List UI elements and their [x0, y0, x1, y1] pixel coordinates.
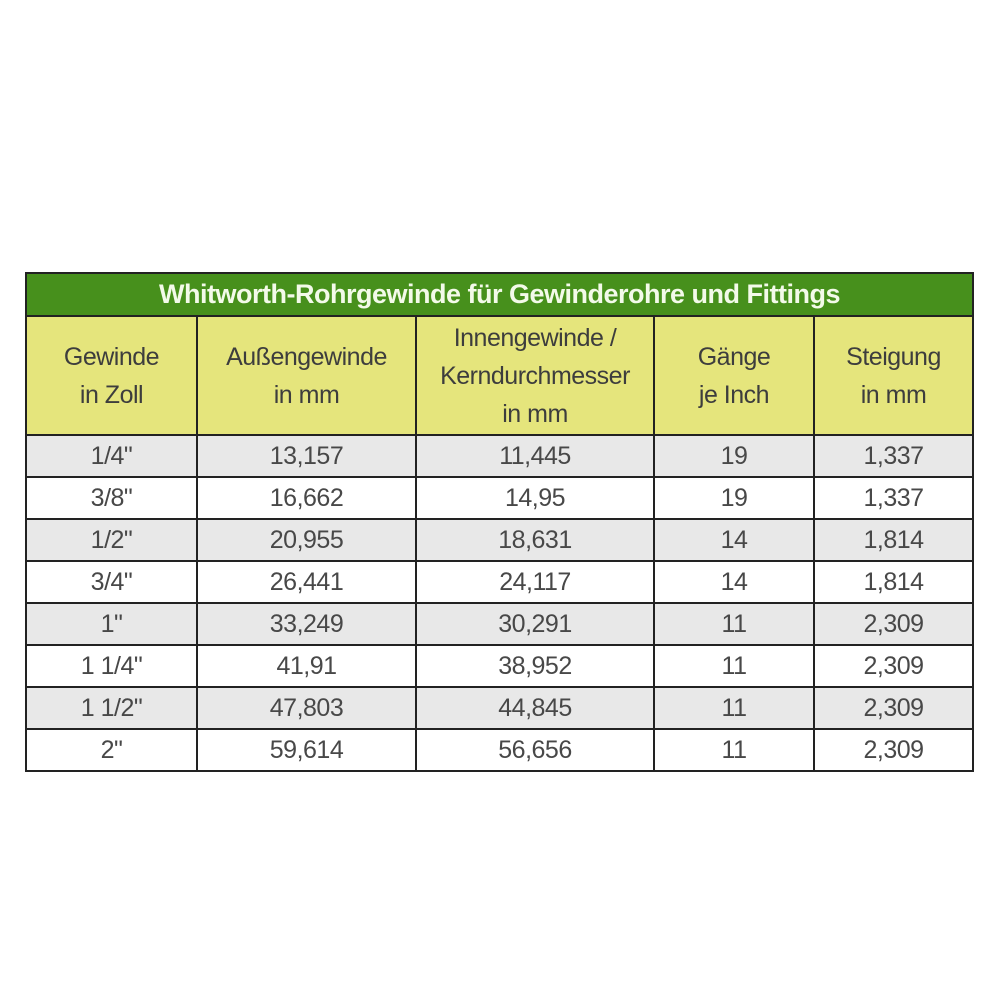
table-cell: 1,337	[812, 434, 975, 478]
thread-spec-table: Whitworth-Rohrgewinde für Gewinderohre u…	[24, 272, 975, 772]
table-cell: 14	[653, 560, 815, 604]
table-cell: 20,955	[196, 518, 417, 562]
table-cell: 30,291	[415, 602, 655, 646]
table-cell: 19	[653, 476, 815, 520]
table-cell: 16,662	[196, 476, 417, 520]
table-cell: 44,845	[415, 686, 655, 730]
table-cell: 3/4"	[25, 560, 198, 604]
table-cell: 33,249	[196, 602, 417, 646]
table-cell: 41,91	[196, 644, 417, 688]
table-cell: 11	[653, 686, 815, 730]
table-cell: 11	[653, 602, 815, 646]
column-header-gewinde-in-zoll: Gewinde in Zoll	[25, 315, 198, 436]
table-cell: 1/2"	[25, 518, 198, 562]
column-header-innengewinde: Innengewinde / Kerndurchmesser in mm	[415, 315, 655, 436]
table-cell: 1 1/4"	[25, 644, 198, 688]
column-header-gaenge-je-inch: Gänge je Inch	[653, 315, 815, 436]
table-title: Whitworth-Rohrgewinde für Gewinderohre u…	[24, 272, 975, 317]
table-cell: 38,952	[415, 644, 655, 688]
table-cell: 14	[653, 518, 815, 562]
table-cell: 2,309	[812, 644, 975, 688]
table-cell: 59,614	[196, 728, 417, 772]
table-row: 3/8" 16,662 14,95 19 1,337	[25, 476, 975, 520]
column-header-steigung: Steigung in mm	[812, 315, 975, 436]
table-cell: 2,309	[812, 686, 975, 730]
table-row: 1" 33,249 30,291 11 2,309	[25, 602, 975, 646]
table-cell: 2,309	[812, 728, 975, 772]
table-cell: 1,337	[812, 476, 975, 520]
table-row: 1/4" 13,157 11,445 19 1,337	[25, 434, 975, 478]
table-row: 2" 59,614 56,656 11 2,309	[25, 728, 975, 772]
table-title-row: Whitworth-Rohrgewinde für Gewinderohre u…	[24, 272, 975, 317]
table-cell: 1"	[25, 602, 198, 646]
table-cell: 1,814	[812, 518, 975, 562]
table-cell: 47,803	[196, 686, 417, 730]
table-cell: 1 1/2"	[25, 686, 198, 730]
table-cell: 56,656	[415, 728, 655, 772]
table-cell: 1,814	[812, 560, 975, 604]
column-header-aussengewinde: Außengewinde in mm	[196, 315, 417, 436]
table-cell: 3/8"	[25, 476, 198, 520]
table-cell: 24,117	[415, 560, 655, 604]
table-cell: 26,441	[196, 560, 417, 604]
table-cell: 18,631	[415, 518, 655, 562]
table-cell: 2,309	[812, 602, 975, 646]
table-cell: 14,95	[415, 476, 655, 520]
table-cell: 1/4"	[25, 434, 198, 478]
table-cell: 11	[653, 644, 815, 688]
table-cell: 2"	[25, 728, 198, 772]
table-cell: 19	[653, 434, 815, 478]
table-cell: 11	[653, 728, 815, 772]
table-header-row: Gewinde in Zoll Außengewinde in mm Innen…	[25, 315, 975, 436]
table-row: 3/4" 26,441 24,117 14 1,814	[25, 560, 975, 604]
table-cell: 11,445	[415, 434, 655, 478]
table-cell: 13,157	[196, 434, 417, 478]
table-row: 1 1/4" 41,91 38,952 11 2,309	[25, 644, 975, 688]
table-row: 1/2" 20,955 18,631 14 1,814	[25, 518, 975, 562]
table-row: 1 1/2" 47,803 44,845 11 2,309	[25, 686, 975, 730]
